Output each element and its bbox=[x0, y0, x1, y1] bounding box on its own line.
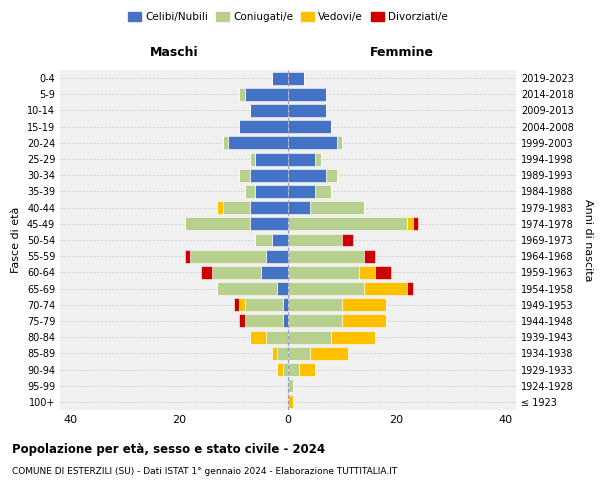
Bar bbox=[217, 201, 223, 214]
Bar bbox=[228, 136, 288, 149]
Bar bbox=[288, 104, 326, 117]
Bar bbox=[190, 250, 266, 262]
Bar bbox=[239, 88, 245, 101]
Bar bbox=[239, 314, 245, 328]
Bar bbox=[337, 136, 342, 149]
Bar bbox=[223, 136, 228, 149]
Bar bbox=[245, 185, 256, 198]
Bar bbox=[234, 298, 239, 311]
Bar bbox=[310, 201, 364, 214]
Bar bbox=[299, 363, 315, 376]
Legend: Celibi/Nubili, Coniugati/e, Vedovi/e, Divorziati/e: Celibi/Nubili, Coniugati/e, Vedovi/e, Di… bbox=[124, 8, 452, 26]
Bar bbox=[288, 298, 342, 311]
Bar bbox=[223, 201, 250, 214]
Bar bbox=[342, 234, 353, 246]
Bar bbox=[288, 169, 326, 181]
Bar bbox=[277, 347, 288, 360]
Bar bbox=[288, 185, 315, 198]
Bar bbox=[245, 88, 288, 101]
Bar bbox=[375, 266, 391, 279]
Bar bbox=[250, 104, 288, 117]
Bar bbox=[413, 218, 418, 230]
Bar bbox=[245, 314, 283, 328]
Bar bbox=[266, 250, 288, 262]
Bar bbox=[245, 298, 283, 311]
Bar bbox=[261, 266, 288, 279]
Bar bbox=[359, 266, 375, 279]
Bar bbox=[364, 282, 407, 295]
Bar bbox=[256, 152, 288, 166]
Bar bbox=[407, 218, 413, 230]
Bar bbox=[250, 330, 266, 344]
Bar bbox=[315, 152, 320, 166]
Text: Popolazione per età, sesso e stato civile - 2024: Popolazione per età, sesso e stato civil… bbox=[12, 442, 325, 456]
Bar bbox=[272, 72, 288, 85]
Bar bbox=[277, 363, 283, 376]
Bar bbox=[288, 250, 364, 262]
Bar bbox=[288, 218, 407, 230]
Bar bbox=[283, 363, 288, 376]
Y-axis label: Fasce di età: Fasce di età bbox=[11, 207, 21, 273]
Bar bbox=[288, 396, 293, 408]
Bar bbox=[288, 201, 310, 214]
Bar bbox=[239, 169, 250, 181]
Bar bbox=[288, 234, 342, 246]
Bar bbox=[288, 379, 293, 392]
Bar bbox=[288, 347, 310, 360]
Bar bbox=[342, 298, 386, 311]
Bar bbox=[283, 298, 288, 311]
Bar bbox=[201, 266, 212, 279]
Bar bbox=[288, 72, 304, 85]
Bar bbox=[272, 347, 277, 360]
Bar bbox=[288, 152, 315, 166]
Bar bbox=[256, 234, 272, 246]
Bar bbox=[331, 330, 375, 344]
Bar bbox=[364, 250, 375, 262]
Text: Femmine: Femmine bbox=[370, 46, 434, 59]
Bar bbox=[250, 218, 288, 230]
Bar bbox=[266, 330, 288, 344]
Bar bbox=[250, 152, 256, 166]
Text: COMUNE DI ESTERZILI (SU) - Dati ISTAT 1° gennaio 2024 - Elaborazione TUTTITALIA.: COMUNE DI ESTERZILI (SU) - Dati ISTAT 1°… bbox=[12, 468, 397, 476]
Bar bbox=[217, 282, 277, 295]
Bar bbox=[239, 120, 288, 133]
Bar bbox=[283, 314, 288, 328]
Bar bbox=[239, 298, 245, 311]
Bar bbox=[288, 282, 364, 295]
Bar bbox=[407, 282, 413, 295]
Bar bbox=[288, 136, 337, 149]
Bar bbox=[277, 282, 288, 295]
Bar bbox=[342, 314, 386, 328]
Bar bbox=[288, 363, 299, 376]
Bar bbox=[212, 266, 261, 279]
Bar bbox=[185, 250, 190, 262]
Bar bbox=[288, 330, 331, 344]
Bar bbox=[288, 314, 342, 328]
Bar bbox=[288, 266, 359, 279]
Bar bbox=[272, 234, 288, 246]
Bar bbox=[185, 218, 250, 230]
Bar bbox=[250, 169, 288, 181]
Bar bbox=[288, 88, 326, 101]
Bar bbox=[310, 347, 348, 360]
Bar bbox=[256, 185, 288, 198]
Y-axis label: Anni di nascita: Anni di nascita bbox=[583, 198, 593, 281]
Bar bbox=[288, 120, 331, 133]
Bar bbox=[326, 169, 337, 181]
Text: Maschi: Maschi bbox=[149, 46, 199, 59]
Bar bbox=[250, 201, 288, 214]
Bar bbox=[315, 185, 331, 198]
